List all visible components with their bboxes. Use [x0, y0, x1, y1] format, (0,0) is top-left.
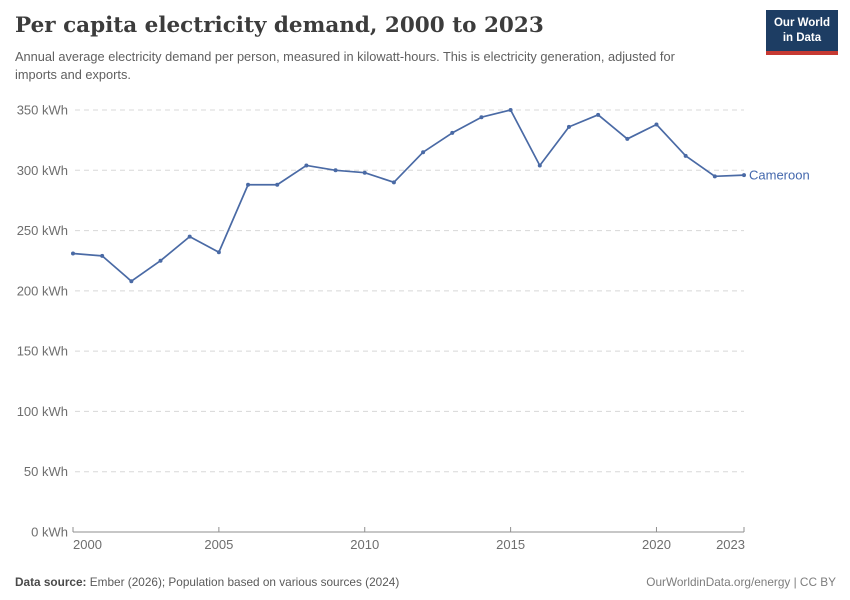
owid-logo-line1: Our World: [773, 17, 830, 29]
data-point[interactable]: [537, 163, 542, 168]
owid-logo: Our World in Data: [765, 10, 838, 55]
data-point[interactable]: [275, 182, 280, 187]
data-point[interactable]: [246, 182, 251, 187]
x-tick-label: 2015: [496, 537, 525, 552]
y-tick-label: 250 kWh: [17, 223, 68, 238]
y-tick-label: 150 kWh: [17, 344, 68, 359]
chart-footer: Data source: Ember (2026); Population ba…: [15, 575, 836, 589]
data-source-label: Data source:: [15, 575, 87, 589]
credit-link[interactable]: OurWorldinData.org/energy | CC BY: [646, 575, 836, 589]
y-tick-label: 0 kWh: [31, 525, 68, 540]
data-point[interactable]: [596, 112, 601, 117]
series-line: [72, 109, 745, 283]
data-point[interactable]: [158, 258, 163, 263]
data-point[interactable]: [129, 279, 134, 284]
data-point[interactable]: [625, 136, 630, 141]
y-tick-label: 300 kWh: [17, 163, 68, 178]
data-point[interactable]: [100, 253, 105, 258]
chart-subtitle: Annual average electricity demand per pe…: [15, 48, 675, 83]
data-point[interactable]: [566, 124, 571, 129]
y-tick-label: 100 kWh: [17, 404, 68, 419]
data-point[interactable]: [333, 168, 338, 173]
data-point[interactable]: [187, 234, 192, 239]
data-point[interactable]: [362, 170, 367, 175]
data-source-text: Ember (2026); Population based on variou…: [86, 575, 400, 589]
data-point[interactable]: [450, 130, 455, 135]
data-point[interactable]: [479, 115, 484, 120]
y-tick-label: 50 kWh: [24, 464, 68, 479]
data-point[interactable]: [508, 108, 513, 112]
data-source: Data source: Ember (2026); Population ba…: [15, 575, 399, 589]
data-point[interactable]: [654, 122, 659, 127]
data-point[interactable]: [742, 173, 746, 178]
data-point[interactable]: [71, 251, 75, 256]
data-point[interactable]: [216, 250, 221, 255]
data-point[interactable]: [304, 163, 309, 168]
x-tick-label: 2005: [204, 537, 233, 552]
x-tick-label: 2020: [642, 537, 671, 552]
data-point[interactable]: [683, 153, 688, 158]
x-tick-label: 2000: [73, 537, 102, 552]
x-tick-label: 2010: [350, 537, 379, 552]
series-label: Cameroon: [749, 168, 810, 183]
data-point[interactable]: [712, 174, 717, 179]
data-point[interactable]: [391, 180, 396, 185]
data-point[interactable]: [421, 150, 426, 155]
owid-logo-line2: in Data: [782, 31, 822, 44]
page-title: Per capita electricity demand, 2000 to 2…: [15, 13, 544, 38]
y-tick-label: 200 kWh: [17, 283, 68, 298]
chart-header: Per capita electricity demand, 2000 to 2…: [15, 13, 750, 85]
y-tick-label: 350 kWh: [17, 103, 68, 118]
x-tick-label: 2023: [716, 537, 745, 552]
